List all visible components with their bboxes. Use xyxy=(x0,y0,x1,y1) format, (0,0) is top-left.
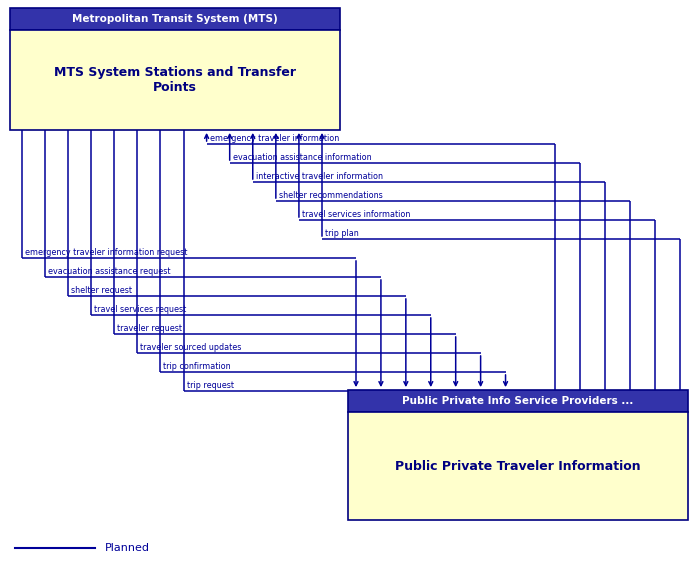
Text: travel services request: travel services request xyxy=(94,305,187,314)
Text: Public Private Info Service Providers ...: Public Private Info Service Providers ..… xyxy=(403,396,634,406)
Bar xyxy=(10,8,340,30)
Text: Public Private Traveler Information: Public Private Traveler Information xyxy=(395,459,641,473)
Text: trip plan: trip plan xyxy=(325,229,359,238)
Text: emergency traveler information request: emergency traveler information request xyxy=(25,248,187,257)
Text: trip confirmation: trip confirmation xyxy=(164,362,231,371)
Bar xyxy=(348,412,688,520)
Text: interactive traveler information: interactive traveler information xyxy=(256,172,383,181)
Text: trip request: trip request xyxy=(187,381,233,390)
Bar xyxy=(10,30,340,130)
Text: evacuation assistance request: evacuation assistance request xyxy=(48,267,171,276)
Text: traveler request: traveler request xyxy=(117,324,182,333)
Text: evacuation assistance information: evacuation assistance information xyxy=(233,153,371,162)
Text: travel services information: travel services information xyxy=(302,210,410,219)
Text: Planned: Planned xyxy=(105,543,150,553)
Text: emergency traveler information: emergency traveler information xyxy=(210,134,339,143)
Text: shelter recommendations: shelter recommendations xyxy=(279,191,382,200)
Text: shelter request: shelter request xyxy=(71,286,132,295)
Text: Metropolitan Transit System (MTS): Metropolitan Transit System (MTS) xyxy=(72,14,278,24)
Text: traveler sourced updates: traveler sourced updates xyxy=(140,343,242,352)
Bar xyxy=(348,390,688,412)
Text: MTS System Stations and Transfer
Points: MTS System Stations and Transfer Points xyxy=(54,66,296,94)
